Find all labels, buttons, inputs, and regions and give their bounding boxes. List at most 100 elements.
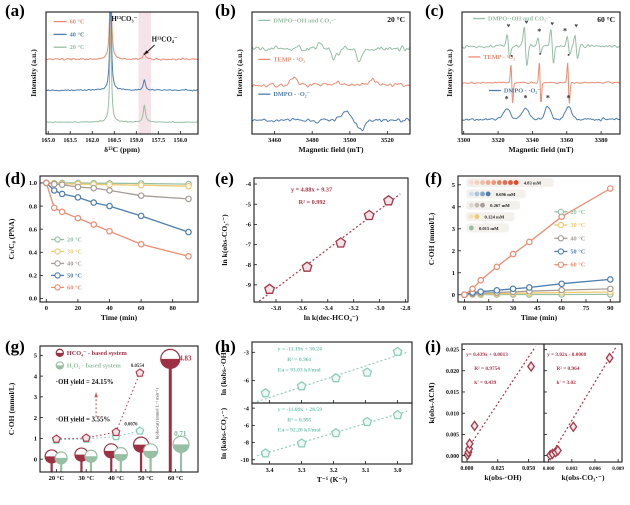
svg-text:60 °C: 60 °C [70, 19, 85, 26]
svg-text:3360: 3360 [560, 137, 573, 144]
svg-text:0.000: 0.000 [460, 466, 473, 472]
svg-text:k(obs-ACM): k(obs-ACM) [427, 382, 436, 423]
svg-text:*: * [546, 93, 550, 102]
svg-text:Intensity (a.u.): Intensity (a.u.) [235, 49, 244, 97]
svg-text:90: 90 [607, 305, 614, 312]
panel-b: (b) 3460 3480 3500 3520 Magnetic field (mT) I… [210, 0, 420, 168]
svg-text:4.83: 4.83 [179, 355, 192, 363]
svg-text:20 °C: 20 °C [387, 15, 405, 24]
svg-text:•: • [539, 51, 542, 58]
svg-text:162.0: 162.0 [85, 138, 99, 144]
svg-text:1: 1 [452, 270, 455, 277]
svg-text:30 °C: 30 °C [78, 475, 94, 482]
svg-text:k' = 0.439: k' = 0.439 [474, 380, 496, 386]
svg-text:*: * [524, 93, 528, 102]
svg-text:HCO₄⁻ - based system: HCO₄⁻ - based system [67, 350, 128, 357]
panel-i-plot: 0.000 0.025 0.050 0.000 0.005 0.010 0.015 0.020… [427, 343, 624, 482]
svg-text:*: * [537, 27, 541, 36]
svg-text:♥: ♥ [525, 20, 529, 26]
svg-text:60: 60 [558, 305, 565, 312]
svg-text:-10: -10 [240, 457, 249, 464]
svg-text:R² = 0.9754: R² = 0.9754 [474, 366, 500, 372]
panel-a-label: (a) [5, 1, 25, 20]
svg-text:R² = 0.961: R² = 0.961 [287, 357, 311, 363]
svg-text:ln k(obs-CO₃·⁻): ln k(obs-CO₃·⁻) [220, 214, 229, 266]
svg-text:0.000: 0.000 [543, 466, 555, 472]
svg-text:δ¹³C (ppm): δ¹³C (ppm) [104, 145, 140, 154]
svg-text:50 °C: 50 °C [138, 475, 154, 482]
svg-text:DMPO-·OH and CO₃·⁻: DMPO-·OH and CO₃·⁻ [488, 16, 551, 23]
svg-text:163.5: 163.5 [63, 138, 77, 144]
svg-text:2: 2 [452, 248, 455, 255]
svg-text:C·OH (mmol/L): C·OH (mmol/L) [427, 212, 436, 265]
svg-text:0.124 mM: 0.124 mM [485, 215, 505, 220]
panel-f: (f) 0 15 30 45 60 75 90 0 1 2 3 4 5 Time (min) C·OH (m… [420, 168, 630, 336]
svg-text:DMPO - ·O₂⁻: DMPO - ·O₂⁻ [273, 91, 310, 98]
svg-text:TEMP - ¹O₂: TEMP - ¹O₂ [273, 56, 305, 63]
svg-text:ln k(dec-HCO₄⁻): ln k(dec-HCO₄⁻) [304, 313, 359, 322]
svg-text:3480: 3480 [306, 137, 319, 144]
svg-text:5: 5 [34, 353, 38, 360]
svg-text:157.5: 157.5 [151, 138, 165, 144]
panel-a-plot: 165.0 163.5 162.0 160.5 159.0 157.5 156.0 δ¹³C … [29, 11, 199, 154]
svg-text:0: 0 [463, 305, 466, 312]
svg-text:H¹³CO₄⁻: H¹³CO₄⁻ [152, 35, 178, 43]
panel-e: (e) -3.8 -3.6 -3.4 -3.2 -3.0 -2.8 -9 -8 -7 -6 -5 -4… [210, 168, 420, 336]
svg-text:k(obs-cat) (mmol L⁻¹ min⁻¹): k(obs-cat) (mmol L⁻¹ min⁻¹) [154, 387, 159, 439]
svg-text:0.0554: 0.0554 [131, 364, 145, 369]
svg-text:-9: -9 [246, 282, 252, 289]
svg-text:0.4: 0.4 [29, 249, 38, 256]
svg-text:y = -11.19x + 30.24: y = -11.19x + 30.24 [278, 347, 322, 353]
svg-text:60 °C: 60 °C [67, 284, 82, 291]
svg-text:20: 20 [75, 305, 82, 312]
svg-text:-4: -4 [244, 405, 250, 412]
svg-text:3: 3 [34, 394, 38, 401]
panel-i: (i) 0.000 0.025 0.050 0.000 0.005 0.010 0.015 0… [420, 336, 630, 505]
svg-text:-6: -6 [244, 423, 250, 430]
panel-d-plot: 0 20 40 60 80 0.0 0.2 0.4 0.6 0.8 1.0 Time (min) Cₜ/… [7, 175, 199, 322]
svg-text:DMPO-·OH and CO₃·⁻: DMPO-·OH and CO₃·⁻ [273, 17, 336, 24]
svg-text:80: 80 [169, 305, 176, 312]
svg-text:75: 75 [583, 305, 590, 312]
svg-text:3520: 3520 [381, 137, 394, 144]
svg-text:*: * [505, 95, 509, 104]
svg-text:♥: ♥ [574, 23, 578, 29]
svg-text:0.0076: 0.0076 [124, 422, 138, 427]
panel-d-label: (d) [5, 169, 26, 188]
panel-c: (c) 3300 3320 3340 3360 3380 Magnetic field (… [420, 0, 630, 168]
svg-text:2: 2 [34, 415, 38, 422]
svg-text:C·OH (mmol/L): C·OH (mmol/L) [7, 382, 16, 435]
svg-text:Time (min): Time (min) [101, 313, 138, 322]
svg-text:R² = 0.995: R² = 0.995 [287, 417, 311, 423]
svg-text:3500: 3500 [343, 137, 356, 144]
svg-text:4: 4 [452, 204, 456, 211]
svg-text:60 °C: 60 °C [570, 262, 585, 269]
svg-text:DMPO - ·O₂⁻: DMPO - ·O₂⁻ [504, 88, 541, 95]
svg-text:-4: -4 [246, 181, 252, 188]
svg-text:y= 0.439x + 0.0013: y= 0.439x + 0.0013 [466, 352, 508, 358]
svg-text:3: 3 [452, 226, 456, 233]
svg-text:165.0: 165.0 [41, 138, 55, 144]
svg-text:0: 0 [452, 292, 455, 299]
svg-text:3.4: 3.4 [266, 467, 275, 474]
panel-d: (d) 0 20 40 60 80 0.0 0.2 0.4 0.6 0.8 1.0 Time (min… [0, 168, 210, 336]
svg-text:60 °C: 60 °C [597, 15, 615, 24]
svg-text:-2.8: -2.8 [400, 305, 411, 312]
svg-text:•: • [567, 52, 570, 59]
svg-text:40: 40 [106, 305, 113, 312]
svg-text:3380: 3380 [595, 137, 608, 144]
panel-b-plot: 3460 3480 3500 3520 Magnetic field (mT) Inten… [235, 11, 411, 154]
svg-text:Ea = 93.03 kJ/mol: Ea = 93.03 kJ/mol [278, 367, 321, 373]
panel-a: (a) 165.0 163.5 162.0 160.5 159.0 157.5 156.0 δ… [0, 0, 210, 168]
svg-text:-6: -6 [246, 222, 252, 229]
svg-text:20 °C: 20 °C [49, 475, 65, 482]
svg-text:♥: ♥ [550, 21, 554, 27]
svg-text:0.003: 0.003 [566, 466, 578, 472]
svg-text:Magnetic field (mT): Magnetic field (mT) [299, 145, 364, 154]
svg-text:k(obs-·OH): k(obs-·OH) [484, 473, 522, 482]
panel-f-label: (f) [425, 169, 442, 188]
panel-g: (g) 20 °C 30 °C 40 °C 50 °C 60 °C 0 1 2 3 4 5 C·OH … [0, 336, 210, 505]
svg-text:3320: 3320 [492, 137, 505, 144]
